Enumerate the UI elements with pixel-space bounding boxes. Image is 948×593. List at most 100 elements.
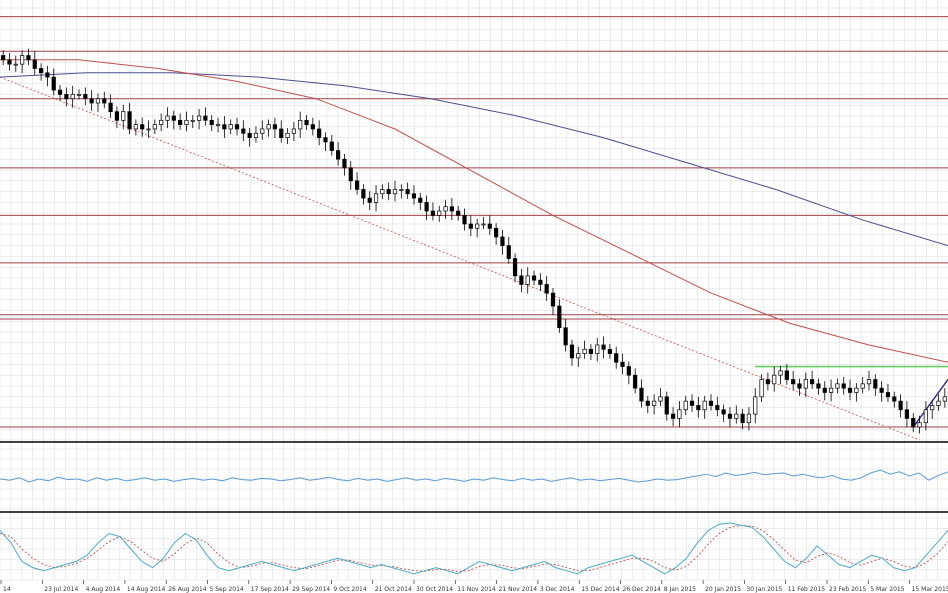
x-tick-label: 29 Sep 2014 <box>292 586 330 593</box>
price-candles <box>1 48 947 434</box>
candle-down <box>83 94 88 100</box>
oscillator-1 <box>0 469 948 483</box>
candle-down <box>563 327 568 346</box>
x-tick-label: 30 Oct 2014 <box>416 586 453 593</box>
candle-down <box>310 124 315 130</box>
candle-up <box>860 383 865 389</box>
candle-up <box>917 422 922 428</box>
candle-down <box>670 413 676 419</box>
candle-down <box>645 400 650 406</box>
candle-down <box>462 215 467 225</box>
candle-up <box>759 379 764 398</box>
candle-down <box>727 413 733 419</box>
candle-down <box>241 128 246 134</box>
candle-up <box>373 193 379 203</box>
candle-up <box>942 396 947 402</box>
candle-up <box>266 124 271 130</box>
candle-down <box>904 409 910 419</box>
candle-down <box>531 275 537 281</box>
candle-down <box>841 383 846 389</box>
candle-up <box>253 132 259 138</box>
candle-down <box>721 409 726 415</box>
x-tick-label: 11 Feb 2015 <box>788 586 826 593</box>
candle-up <box>930 405 935 411</box>
candle-down <box>203 115 208 121</box>
moving-averages <box>0 59 948 363</box>
candle-down <box>892 396 897 402</box>
candle-down <box>38 68 44 74</box>
x-tick-label: 5 Sep 2014 <box>210 586 244 593</box>
candle-down <box>715 405 720 411</box>
candle-down <box>494 227 499 238</box>
candle-up <box>291 128 296 134</box>
candle-down <box>7 59 12 65</box>
oscillator-2-signal-line <box>0 524 948 572</box>
candle-down <box>784 370 789 380</box>
candle-down <box>45 72 50 78</box>
candle-up <box>746 413 752 424</box>
candle-down <box>696 405 701 411</box>
candle-down <box>317 128 322 138</box>
candle-down <box>361 189 366 199</box>
candle-up <box>443 206 448 212</box>
x-tick-label: 14 <box>3 586 11 593</box>
x-tick-label: 21 Oct 2014 <box>375 586 412 593</box>
candle-down <box>209 119 214 125</box>
candle-down <box>272 124 278 130</box>
candle-up <box>854 387 859 393</box>
x-tick-label: 3 Dec 2014 <box>540 586 575 593</box>
candle-up <box>582 348 587 354</box>
candle-down <box>108 102 113 113</box>
candle-down <box>1 55 6 61</box>
candle-up <box>595 344 600 354</box>
candle-down <box>885 392 891 398</box>
candle-down <box>405 189 410 195</box>
candle-down <box>816 383 821 389</box>
candle-down <box>822 387 827 393</box>
candle-down <box>519 275 524 285</box>
candle-up <box>121 111 126 121</box>
x-tick-label: 11 Nov 2014 <box>457 586 496 593</box>
candle-down <box>557 305 562 329</box>
oscillator-2 <box>0 522 948 575</box>
candle-up <box>525 275 530 285</box>
candle-down <box>626 366 631 376</box>
candle-down <box>51 76 56 91</box>
x-tick-label: 9 Oct 2014 <box>333 586 366 593</box>
candle-down <box>797 383 802 389</box>
candle-down <box>468 223 473 229</box>
candle-down <box>500 236 505 246</box>
panel-separators <box>0 441 948 513</box>
candle-down <box>487 223 492 229</box>
candle-up <box>133 124 138 130</box>
candle-down <box>171 115 176 121</box>
x-tick-label: 20 Jan 2015 <box>705 586 741 593</box>
candle-down <box>178 119 183 125</box>
candle-up <box>835 383 840 389</box>
trendlines <box>0 76 948 441</box>
candle-down <box>140 124 145 130</box>
candle-down <box>506 245 511 259</box>
candle-down <box>127 111 132 130</box>
candle-down <box>348 167 353 182</box>
candle-down <box>620 361 625 367</box>
x-tick-label: 26 Dec 2014 <box>623 586 662 593</box>
candle-up <box>803 379 808 389</box>
candle-down <box>544 284 549 294</box>
candle-up <box>677 409 682 419</box>
oscillator-2-main-line <box>0 522 948 575</box>
candle-down <box>304 119 309 125</box>
candle-down <box>449 206 454 212</box>
x-tick-label: 14 Aug 2014 <box>127 586 166 593</box>
candle-down <box>247 132 252 138</box>
x-tick-label: 8 Jan 2015 <box>664 586 696 593</box>
candle-up <box>146 128 151 131</box>
candle-down <box>424 202 429 212</box>
candle-down <box>64 94 69 100</box>
candle-up <box>392 189 398 195</box>
candle-down <box>898 400 903 411</box>
x-tick-label: 15 Dec 2014 <box>581 586 620 593</box>
candle-down <box>323 137 328 143</box>
candle-up <box>159 119 164 125</box>
